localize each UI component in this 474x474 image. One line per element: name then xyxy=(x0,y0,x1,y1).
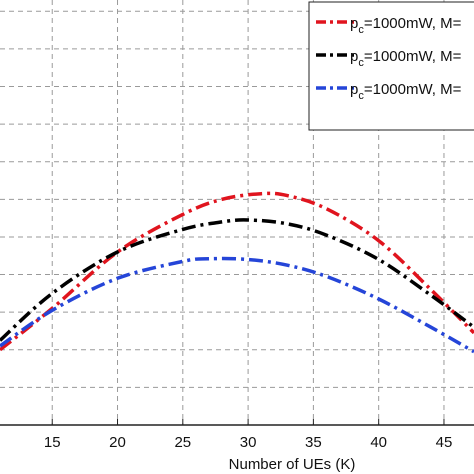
legend: pc=1000mW, M= pc=1000mW, M= pc=1000mW, M= xyxy=(308,1,474,131)
legend-label-2: pc=1000mW, M= xyxy=(350,48,462,69)
x-tick-label-30: 30 xyxy=(240,434,257,451)
x-axis-label: Number of UEs (K) xyxy=(229,456,356,473)
x-tick-label-35: 35 xyxy=(305,434,322,451)
legend-label-1: pc=1000mW, M= xyxy=(350,15,462,36)
x-ticks: 15 20 25 30 35 40 45 xyxy=(44,419,452,451)
x-tick-label-45: 45 xyxy=(436,434,453,451)
x-tick-label-15: 15 xyxy=(44,434,61,451)
x-tick-label-25: 25 xyxy=(174,434,191,451)
legend-label-3: pc=1000mW, M= xyxy=(350,81,462,102)
series-line-1 xyxy=(0,191,474,352)
series-line-3 xyxy=(0,256,474,354)
legend-box xyxy=(308,1,474,131)
grid xyxy=(0,0,474,425)
x-tick-label-40: 40 xyxy=(370,434,387,451)
x-tick-label-20: 20 xyxy=(109,434,126,451)
series-lines xyxy=(0,191,474,354)
series-line-2 xyxy=(0,218,474,342)
